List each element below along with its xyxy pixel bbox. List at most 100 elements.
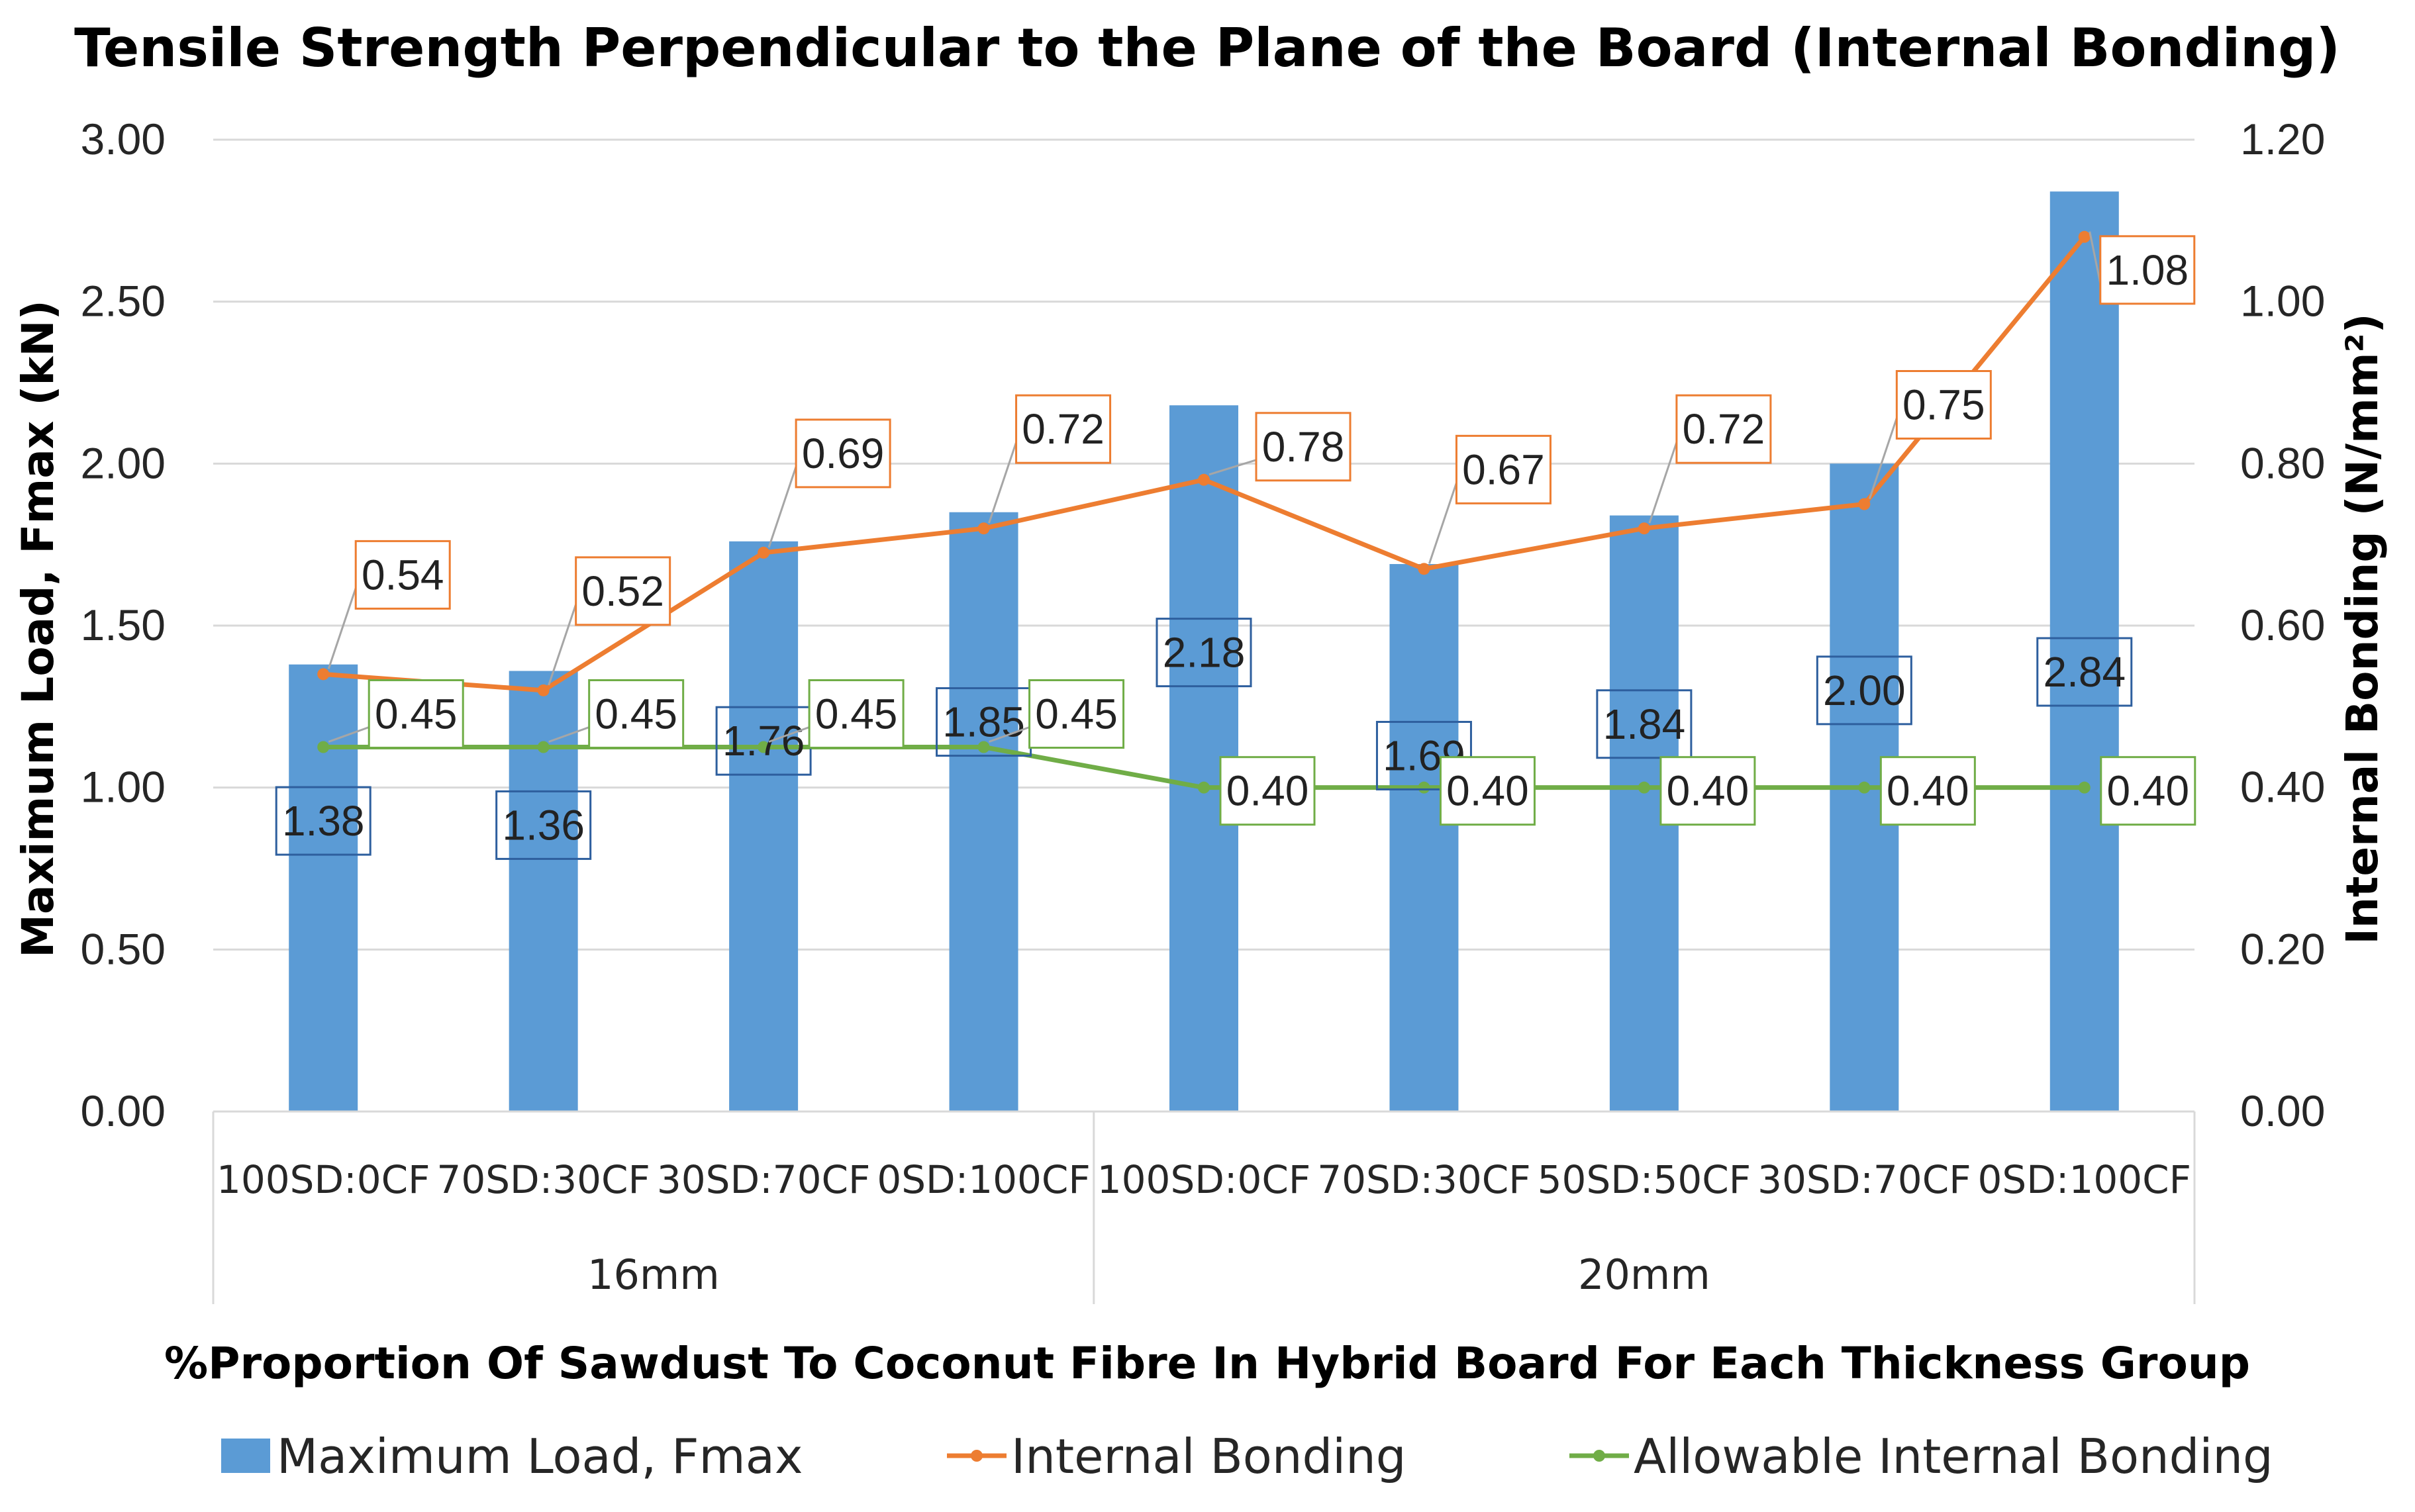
leader-line xyxy=(327,587,357,669)
y2-tick-label: 0.00 xyxy=(2240,1086,2325,1135)
line-point xyxy=(2078,781,2091,794)
x-tick-label: 30SD:70CF xyxy=(1757,1157,1971,1202)
legend-label: Maximum Load, Fmax xyxy=(277,1429,803,1484)
data-label: 0.40 xyxy=(1446,767,1529,815)
y2-axis-ticks: 0.00 0.20 0.40 0.60 0.80 1.00 1.20 xyxy=(2240,115,2325,1135)
y2-tick-label: 1.00 xyxy=(2240,277,2325,326)
line-point xyxy=(1858,498,1871,510)
data-label-box xyxy=(1375,720,1472,790)
x-tick-label: 30SD:70CF xyxy=(657,1157,870,1202)
data-label-box xyxy=(1596,689,1693,759)
data-label: 1.84 xyxy=(1603,700,1686,748)
leader-line xyxy=(2089,231,2102,284)
line-point xyxy=(2078,230,2091,243)
data-label: 0.40 xyxy=(2106,767,2189,815)
data-labels: 1.38 1.361.76 1.852.181.691.842.00 2.840.54… xyxy=(275,231,2196,860)
line-point xyxy=(977,741,990,753)
data-label-box xyxy=(275,786,371,856)
line-point xyxy=(1418,563,1430,575)
data-label: 1.36 xyxy=(502,801,585,849)
x-tick-label: 100SD:0CF xyxy=(1097,1157,1310,1202)
data-label-box xyxy=(795,418,891,489)
data-label-box xyxy=(1028,679,1125,749)
y-tick-label: 2.00 xyxy=(81,438,166,487)
data-label-box xyxy=(575,556,671,626)
y-tick-label: 3.00 xyxy=(81,115,166,164)
leader-line xyxy=(768,726,810,743)
y2-tick-label: 0.60 xyxy=(2240,600,2325,649)
leader-line xyxy=(548,726,590,743)
leader-line xyxy=(1208,459,1257,476)
data-label: 0.40 xyxy=(1667,767,1750,815)
data-label-box xyxy=(1455,434,1552,504)
y-tick-label: 0.50 xyxy=(81,924,166,973)
line-point xyxy=(1198,781,1210,794)
data-label: 0.54 xyxy=(362,551,444,598)
leader-line xyxy=(767,466,797,548)
line-point xyxy=(317,668,330,681)
data-label: 0.45 xyxy=(815,690,898,738)
x-tick-label: 50SD:50CF xyxy=(1538,1157,1751,1202)
data-label: 0.40 xyxy=(1226,767,1309,815)
line-point xyxy=(1638,522,1650,535)
data-label: 0.67 xyxy=(1462,446,1545,493)
legend-label: Allowable Internal Bonding xyxy=(1634,1429,2273,1484)
data-label: 0.40 xyxy=(1887,767,1969,815)
data-label: 0.72 xyxy=(1022,405,1105,453)
x-tick-label: 0SD:100CF xyxy=(877,1157,1090,1202)
data-label: 0.69 xyxy=(802,430,885,477)
bar xyxy=(289,664,358,1111)
data-label: 1.76 xyxy=(722,717,805,765)
data-label-box xyxy=(588,679,685,749)
line-point xyxy=(537,684,550,696)
bar xyxy=(949,512,1018,1111)
y-tick-label: 0.00 xyxy=(81,1086,166,1135)
line-point xyxy=(977,522,990,535)
bar xyxy=(509,671,578,1111)
bar xyxy=(2049,191,2119,1111)
leader-line xyxy=(989,726,1030,743)
data-label-box xyxy=(1879,756,1976,826)
legend-swatch-bar xyxy=(221,1439,270,1473)
data-label: 2.84 xyxy=(2043,648,2126,696)
legend-swatch-marker xyxy=(971,1450,983,1462)
data-label: 0.75 xyxy=(1902,381,1985,429)
leader-line xyxy=(328,726,370,743)
bar xyxy=(729,541,799,1111)
line-point xyxy=(758,741,770,753)
data-label: 0.45 xyxy=(595,690,677,738)
legend-swatch-marker xyxy=(1593,1450,1605,1462)
x-axis-label: %Proportion Of Sawdust To Coconut Fibre … xyxy=(164,1338,2250,1389)
x-tick-label: 0SD:100CF xyxy=(1978,1157,2191,1202)
y-tick-label: 2.50 xyxy=(81,277,166,326)
data-label-box xyxy=(2100,756,2196,826)
data-label-box xyxy=(1156,618,1252,688)
data-label: 2.18 xyxy=(1163,629,1246,677)
line-point xyxy=(317,741,330,753)
x-tick-label: 70SD:30CF xyxy=(436,1157,650,1202)
data-label-box xyxy=(495,790,592,860)
data-label-box xyxy=(2099,235,2196,305)
leader-line xyxy=(1868,418,1898,499)
leader-line xyxy=(1648,442,1678,524)
x-tick-label: 70SD:30CF xyxy=(1317,1157,1530,1202)
y-tick-label: 1.50 xyxy=(81,600,166,649)
data-label-box xyxy=(1659,756,1756,826)
y2-tick-label: 0.20 xyxy=(2240,924,2325,973)
legend-label: Internal Bonding xyxy=(1011,1429,1406,1484)
y2-tick-label: 0.40 xyxy=(2240,763,2325,812)
line-point xyxy=(1198,473,1210,486)
y-axis-label: Maximum Load, Fmax (kN) xyxy=(13,300,64,958)
data-label: 1.08 xyxy=(2106,246,2189,294)
data-label: 0.72 xyxy=(1683,405,1765,453)
data-label: 0.52 xyxy=(581,567,664,615)
data-label-box xyxy=(354,540,451,610)
data-label: 1.38 xyxy=(282,797,365,845)
data-label-box xyxy=(1439,756,1536,826)
data-label-box xyxy=(1015,394,1112,464)
data-label-box xyxy=(1255,412,1352,482)
leader-line xyxy=(988,442,1017,524)
bar xyxy=(1389,564,1459,1111)
x-tick-label: 100SD:0CF xyxy=(217,1157,430,1202)
